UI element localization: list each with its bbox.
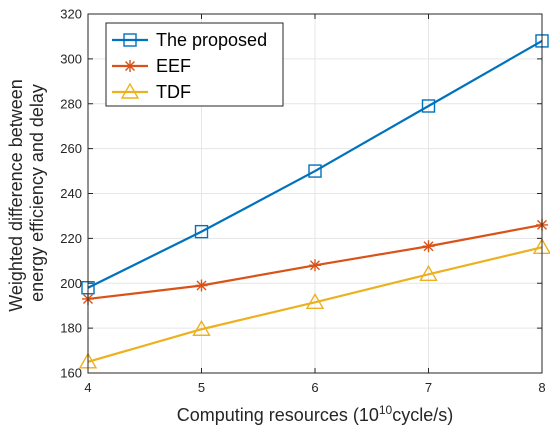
x-tick-label-4: 8 — [538, 380, 545, 395]
legend-entry-2: TDF — [112, 82, 191, 102]
legend-label-1: EEF — [156, 56, 191, 76]
legend: The proposed EEF TDF — [105, 22, 284, 107]
legend-label-2: TDF — [156, 82, 191, 102]
legend-marker-0 — [123, 33, 137, 47]
series-2-point-1 — [192, 319, 211, 336]
y-tick-label-3: 220 — [60, 231, 82, 246]
x-tick-label-2: 6 — [311, 380, 318, 395]
y-tick-label-0: 160 — [60, 366, 82, 381]
legend-marker-2 — [120, 82, 140, 99]
x-axis-label-suffix: cycle/s) — [392, 405, 453, 425]
series-line-2 — [87, 246, 543, 363]
series-0-point-3 — [421, 99, 436, 113]
y-axis-label: Weighted difference between energy effic… — [6, 74, 47, 312]
y-tick-label-2: 200 — [60, 276, 82, 291]
x-tick-label-0: 4 — [84, 380, 91, 395]
y-tick-label-7: 300 — [60, 51, 82, 66]
series-2-point-2 — [305, 292, 325, 310]
x-axis-label: Computing resources (1010cycle/s) — [177, 403, 453, 425]
x-axis-label-superscript: 10 — [379, 403, 393, 417]
y-axis-label-line-1: Weighted difference between — [6, 79, 26, 312]
x-tick-label-3: 7 — [425, 380, 432, 395]
series-2-point-3 — [419, 264, 438, 281]
legend-marker-1 — [124, 60, 136, 72]
x-axis-label-prefix: Computing resources (10 — [177, 405, 379, 425]
series-line-0 — [87, 39, 543, 289]
y-tick-label-8: 320 — [60, 7, 82, 22]
x-tick-label-1: 5 — [198, 380, 205, 395]
series-1-point-2 — [309, 259, 321, 272]
y-tick-label-6: 280 — [60, 96, 82, 111]
y-tick-label-4: 240 — [60, 186, 82, 201]
legend-entry-1: EEF — [112, 56, 191, 76]
y-tick-label-5: 260 — [60, 141, 82, 156]
series-1-point-1 — [195, 279, 208, 292]
series-0-point-1 — [194, 224, 209, 239]
series-layer — [78, 34, 550, 369]
y-axis-label-line-2: energy efficiency and delay — [27, 84, 47, 302]
axis-ticks: 4 5 6 7 8 160 180 200 220 240 260 280 300 320 — [60, 7, 545, 396]
series-1-point-3 — [422, 240, 435, 253]
legend-entry-0: The proposed — [112, 30, 267, 50]
series-0-point-2 — [308, 164, 322, 178]
y-tick-label-1: 180 — [60, 321, 82, 336]
legend-label-0: The proposed — [156, 30, 267, 50]
